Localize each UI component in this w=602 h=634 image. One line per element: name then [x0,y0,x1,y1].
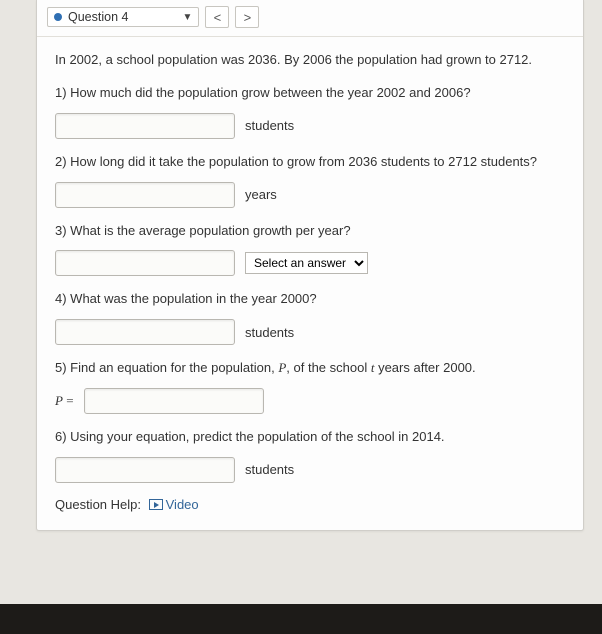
play-icon [149,499,163,510]
help-label: Question Help: [55,497,141,512]
q1-input[interactable] [55,113,235,139]
q6-row: students [55,457,565,483]
q2-unit: years [245,187,277,202]
question-selector[interactable]: Question 4 ▼ [47,7,199,27]
chevron-left-icon: < [214,10,222,25]
q5-prompt-pre: 5) Find an equation for the population, [55,360,278,375]
q3-prompt: 3) What is the average population growth… [55,222,565,241]
q3-input[interactable] [55,250,235,276]
question-label: Question 4 [68,10,128,24]
q5-lhs-eq: = [63,393,74,408]
q2-input[interactable] [55,182,235,208]
video-help-link[interactable]: Video [145,497,199,512]
q4-row: students [55,319,565,345]
question-header: Question 4 ▼ < > [37,0,583,37]
q3-unit-select[interactable]: Select an answer [245,252,368,274]
prev-question-button[interactable]: < [205,6,229,28]
question-card: Question 4 ▼ < > In 2002, a school popul… [36,0,584,531]
status-dot-icon [54,13,62,21]
q4-prompt: 4) What was the population in the year 2… [55,290,565,309]
q2-row: years [55,182,565,208]
q6-prompt: 6) Using your equation, predict the popu… [55,428,565,447]
q6-input[interactable] [55,457,235,483]
q5-row: P = [55,388,565,414]
q1-prompt: 1) How much did the population grow betw… [55,84,565,103]
q4-unit: students [245,325,294,340]
q1-row: students [55,113,565,139]
video-help-text: Video [166,497,199,512]
q5-prompt-mid: , of the school [286,360,371,375]
q4-input[interactable] [55,319,235,345]
q5-lhs-var: P [55,393,63,408]
q5-prompt: 5) Find an equation for the population, … [55,359,565,378]
q1-unit: students [245,118,294,133]
q5-prompt-post: years after 2000. [374,360,475,375]
caret-down-icon: ▼ [182,12,192,23]
bottom-bar [0,604,602,634]
q3-row: Select an answer [55,250,565,276]
help-line: Question Help: Video [55,497,565,512]
q2-prompt: 2) How long did it take the population t… [55,153,565,172]
chevron-right-icon: > [244,10,252,25]
q5-lhs: P = [55,393,74,409]
next-question-button[interactable]: > [235,6,259,28]
intro-text: In 2002, a school population was 2036. B… [55,51,565,70]
q6-unit: students [245,462,294,477]
q5-input[interactable] [84,388,264,414]
question-body: In 2002, a school population was 2036. B… [37,37,583,530]
page-panel: Question 4 ▼ < > In 2002, a school popul… [0,0,602,604]
